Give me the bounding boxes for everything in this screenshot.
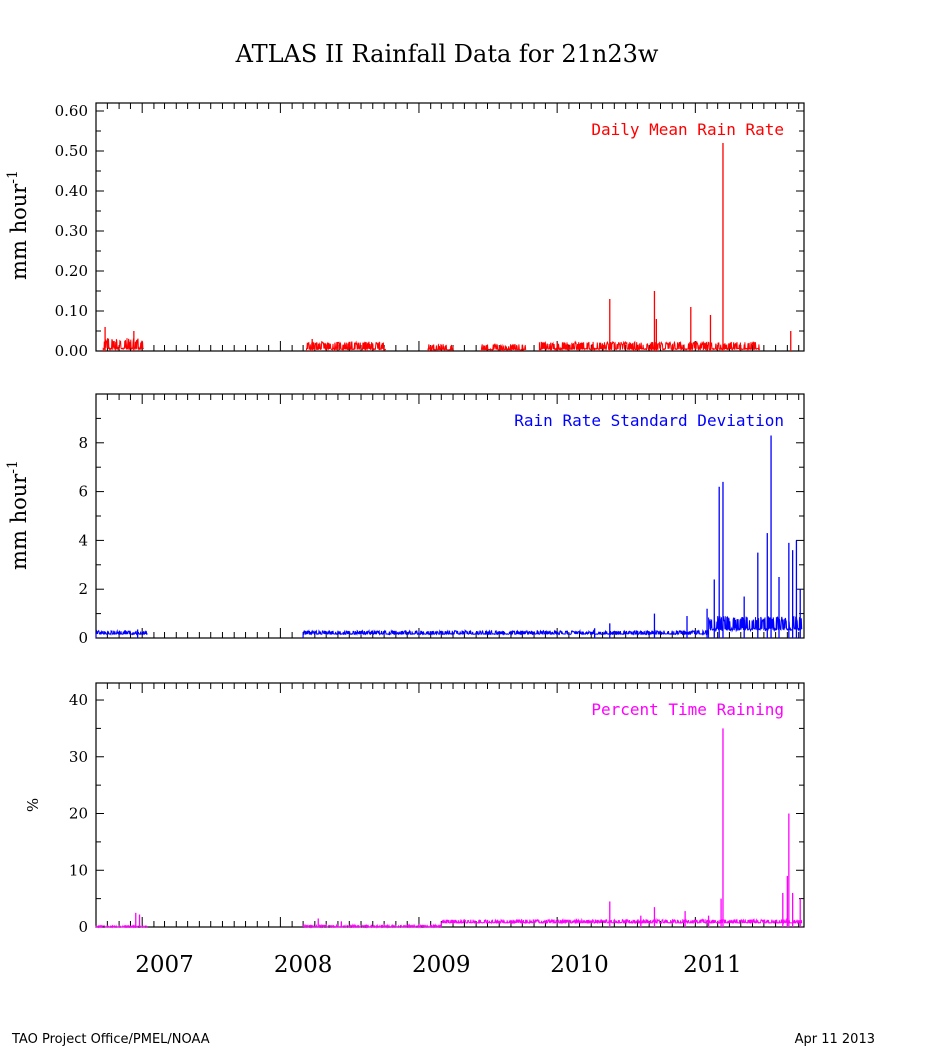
figure-title: ATLAS II Rainfall Data for 21n23w (235, 40, 659, 68)
y-tick-label: 0.40 (55, 182, 88, 200)
year-label: 2009 (412, 952, 471, 978)
y-axis-label-exponent: -1 (5, 460, 21, 474)
y-axis-label: mm hour-1 (5, 460, 31, 570)
y-tick-label: 20 (69, 805, 88, 823)
series-segment (306, 340, 387, 352)
y-axis-label-exponent: -1 (5, 170, 21, 184)
series-segment (708, 615, 803, 638)
y-tick-label: 0.50 (55, 142, 88, 160)
series-segment (302, 923, 442, 929)
y-axis-label: % (24, 798, 42, 812)
y-tick-label: 0 (78, 918, 88, 936)
year-label: 2011 (683, 952, 742, 978)
y-tick-label: 40 (69, 691, 88, 709)
plot-frame (95, 102, 805, 352)
series-segment (95, 924, 148, 929)
series-segment (440, 917, 803, 927)
y-tick-label: 0 (78, 629, 88, 647)
year-labels: 2007 2008 2009 2010 2011 (135, 952, 741, 978)
series-title: Daily Mean Rain Rate (591, 120, 784, 139)
panel-3: 0 10 20 30 40% Percent Time Raining (24, 682, 805, 936)
y-tick-label: 8 (78, 434, 88, 452)
year-label: 2007 (135, 952, 194, 978)
y-tick-label: 0.30 (55, 222, 88, 240)
year-label: 2010 (550, 952, 609, 978)
series-segment (102, 338, 144, 351)
y-axis-label: mm hour-1 (5, 170, 31, 280)
y-tick-label: 10 (69, 861, 88, 879)
y-tick-label: 4 (78, 531, 88, 549)
y-tick-label: 0.60 (55, 102, 88, 120)
series-segment (302, 629, 709, 638)
footer-credit: TAO Project Office/PMEL/NOAA (11, 1032, 210, 1047)
y-tick-label: 0.10 (55, 302, 88, 320)
y-tick-label: 0.00 (55, 342, 88, 360)
series-title: Rain Rate Standard Deviation (514, 411, 784, 430)
footer-date: Apr 11 2013 (795, 1032, 875, 1047)
year-label: 2008 (274, 952, 333, 978)
panel-2: 0 2 4 6 8 mm hour-1 Rain Rate Standard Deviati… (5, 393, 805, 647)
y-tick-label: 6 (78, 483, 88, 501)
panel-1: 0.00 0.10 0.20 0.30 0.40 0.50 0.60 mm hour-1 Dai… (5, 102, 805, 360)
chart-panels: 0.00 0.10 0.20 0.30 0.40 0.50 0.60 mm hour-1 Dai… (5, 102, 805, 978)
y-tick-label: 30 (69, 748, 88, 766)
plot-frame (95, 682, 805, 928)
plot-frame (95, 393, 805, 639)
series-segment (95, 628, 148, 638)
series-segment (427, 343, 454, 352)
y-tick-label: 2 (78, 580, 88, 598)
series-title: Percent Time Raining (591, 700, 784, 719)
series-segment (480, 343, 527, 352)
y-tick-label: 0.20 (55, 262, 88, 280)
